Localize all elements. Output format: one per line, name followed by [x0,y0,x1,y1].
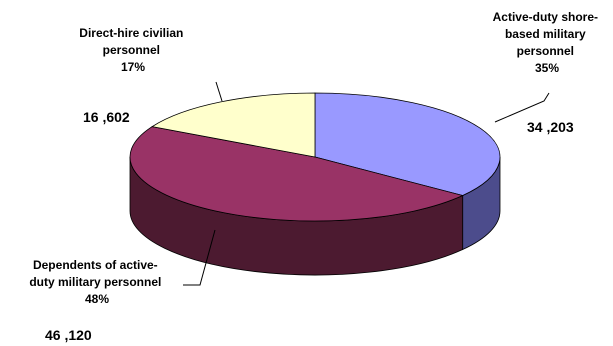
slice-count-active-duty: 34 ,203 [527,119,574,135]
slice-label-line: personnel [103,43,160,57]
leader-line-active-duty [494,92,550,123]
slice-label-line: Direct-hire civilian [79,26,183,40]
slice-label-dependents: Dependents of active- duty military pers… [29,258,164,306]
slice-label-line: Dependents of active- [33,258,158,272]
slice-percent-label: 17% [121,60,145,74]
pie-slice-dependents [129,126,464,222]
leader-lines [183,81,550,286]
slice-label-line: Active-duty shore- [493,10,598,24]
slice-count-civilian: 16 ,602 [83,109,130,125]
leader-line-dependents [183,229,216,286]
pie-slice-civilian [151,92,316,158]
slice-label-civilian: Direct-hire civilian personnel 17% [79,26,186,74]
slice-percent-label: 48% [85,292,109,306]
slice-label-line: duty military personnel [29,275,161,289]
slice-label-active-duty: Active-duty shore- based military person… [493,10,602,75]
slice-label-line: based military [505,27,586,41]
pie-tops [129,92,501,222]
pie-slice-active-duty [314,92,501,196]
leader-line-civilian [215,81,223,102]
slice-count-dependents: 46 ,120 [45,327,92,343]
slice-percent-label: 35% [535,61,559,75]
slice-label-line: personnel [517,44,574,58]
